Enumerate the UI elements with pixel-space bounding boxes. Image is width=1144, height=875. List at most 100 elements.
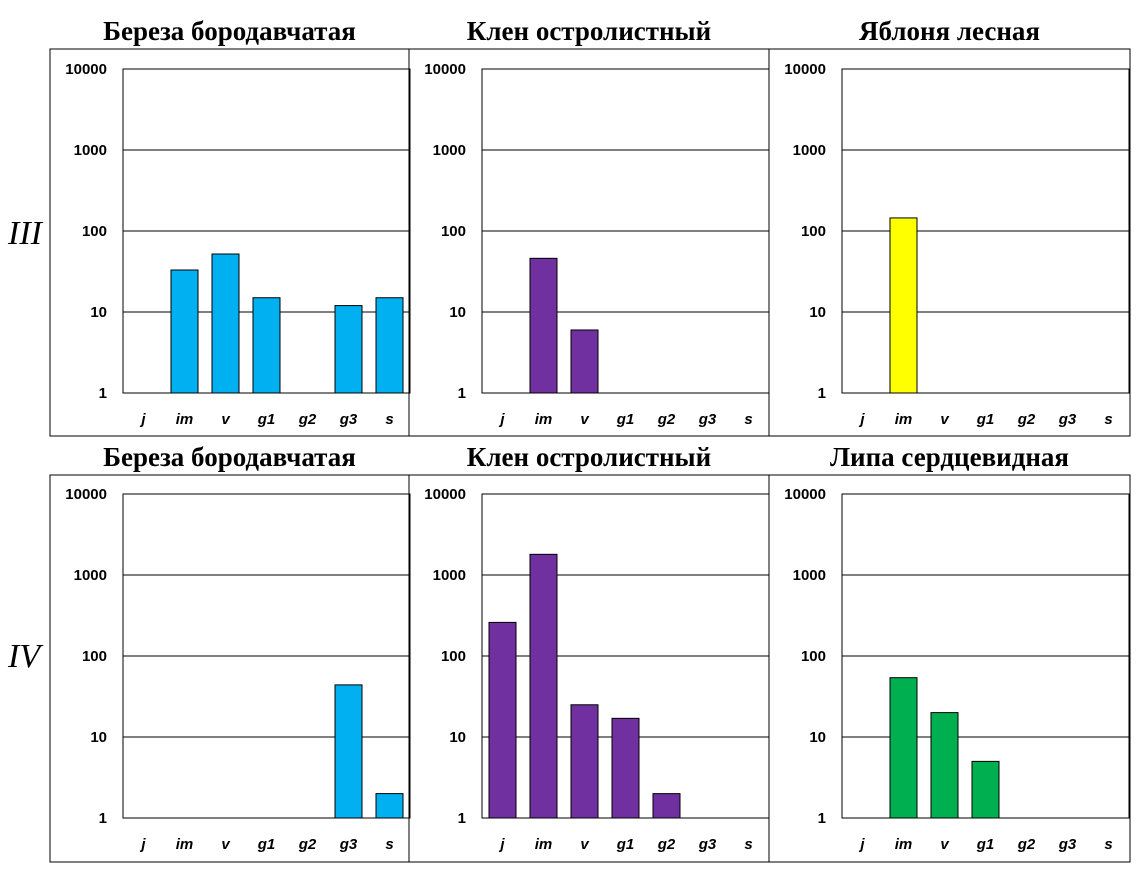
bar-v [570,329,599,394]
bar-v [930,712,959,819]
x-tick-label: g1 [257,836,276,853]
x-tick-label: im [176,411,194,428]
y-tick-label: 1000 [74,142,107,159]
row-label-III: III [7,215,44,252]
bar-g1 [611,717,640,819]
bar-v [211,253,240,394]
x-tick-label: j [139,836,146,853]
x-tick-label: g1 [976,411,995,428]
panel-frame [768,48,1131,437]
x-tick-label: s [385,836,393,853]
y-tick-label: 100 [441,648,466,665]
chart-title: Липа сердцевидная [830,442,1069,472]
chart-panel: Береза бородавчатая 1 10 100 1000 10000 j im v g1… [49,16,411,437]
x-tick-label: s [744,411,752,428]
bar-g1 [252,297,281,394]
y-tick-label: 1000 [433,567,466,584]
x-tick-label: s [385,411,393,428]
x-tick-label: j [858,836,865,853]
x-tick-label: im [535,836,553,853]
chart-title: Яблоня лесная [859,16,1040,46]
x-tick-label: v [221,836,231,853]
bar-j [488,621,517,819]
y-tick-label: 100 [82,648,107,665]
x-tick-label: g3 [698,836,717,853]
row-labels: III IV [7,215,44,675]
y-tick-label: 10000 [424,486,466,503]
bar-g2 [652,793,681,819]
y-tick-label: 1000 [793,142,826,159]
chart-title: Клен остролистный [467,16,711,46]
x-tick-label: g3 [698,411,717,428]
x-tick-label: g2 [1017,836,1036,853]
y-tick-label: 1 [458,810,466,827]
bar-g3 [334,684,363,819]
y-tick-label: 1 [458,385,466,402]
x-tick-label: g2 [657,836,676,853]
chart-panel: Клен остролистный 1 10 100 1000 10000 j im v g1 g2… [408,16,770,437]
x-tick-label: g1 [616,836,635,853]
chart-panel: Клен остролистный 1 10 100 1000 10000 j im v g1 g2… [408,442,770,863]
x-tick-label: s [1104,411,1112,428]
chart-title: Береза бородавчатая [103,442,356,472]
x-tick-label: g2 [298,836,317,853]
x-tick-label: v [940,836,950,853]
x-tick-label: g1 [616,411,635,428]
chart-panels: Береза бородавчатая 1 10 100 1000 10000 j im v g1… [49,16,1131,863]
x-tick-label: s [1104,836,1112,853]
x-tick-label: g3 [339,411,358,428]
x-tick-label: g3 [1058,411,1077,428]
chart-title: Клен остролистный [467,442,711,472]
chart-panel: Липа сердцевидная 1 10 100 1000 10000 j im v g1 g2… [768,442,1131,863]
bar-im [889,677,918,819]
x-tick-label: g2 [657,411,676,428]
y-tick-label: 1 [818,810,826,827]
row-label-IV: IV [7,638,44,675]
y-tick-label: 10 [809,304,826,321]
x-tick-label: im [535,411,553,428]
x-tick-label: g1 [257,411,276,428]
y-tick-label: 100 [82,223,107,240]
y-tick-label: 10000 [65,486,107,503]
y-tick-label: 1 [818,385,826,402]
y-tick-label: 1000 [74,567,107,584]
bar-im [889,217,918,394]
x-tick-label: j [139,411,146,428]
y-tick-label: 100 [441,223,466,240]
chart-panel: Яблоня лесная 1 10 100 1000 10000 j im v g1 g2 g3 s [768,16,1131,437]
y-tick-label: 1000 [793,567,826,584]
chart-title: Береза бородавчатая [103,16,356,46]
x-tick-label: j [498,411,505,428]
y-tick-label: 10000 [65,61,107,78]
bar-g1 [971,760,1000,819]
x-tick-label: v [221,411,231,428]
y-tick-label: 1 [99,810,107,827]
x-tick-label: v [580,836,590,853]
y-tick-label: 100 [801,223,826,240]
bar-s [375,297,404,394]
x-tick-label: v [940,411,950,428]
x-tick-label: v [580,411,590,428]
bar-v [570,704,599,819]
x-tick-label: g3 [1058,836,1077,853]
x-tick-label: im [895,411,913,428]
y-tick-label: 10000 [784,486,826,503]
y-tick-label: 10 [90,304,107,321]
bar-g3 [334,305,363,394]
chart-panel: Береза бородавчатая 1 10 100 1000 10000 j im v g1… [49,442,411,863]
x-tick-label: j [858,411,865,428]
x-tick-label: im [895,836,913,853]
y-tick-label: 10 [90,729,107,746]
x-tick-label: g2 [298,411,317,428]
x-tick-label: g2 [1017,411,1036,428]
y-tick-label: 10 [449,304,466,321]
bar-im [529,257,558,394]
x-tick-label: g3 [339,836,358,853]
x-tick-label: s [744,836,752,853]
bar-s [375,793,404,819]
y-tick-label: 1 [99,385,107,402]
x-tick-label: im [176,836,194,853]
panel-frame [768,474,1131,863]
x-tick-label: g1 [976,836,995,853]
